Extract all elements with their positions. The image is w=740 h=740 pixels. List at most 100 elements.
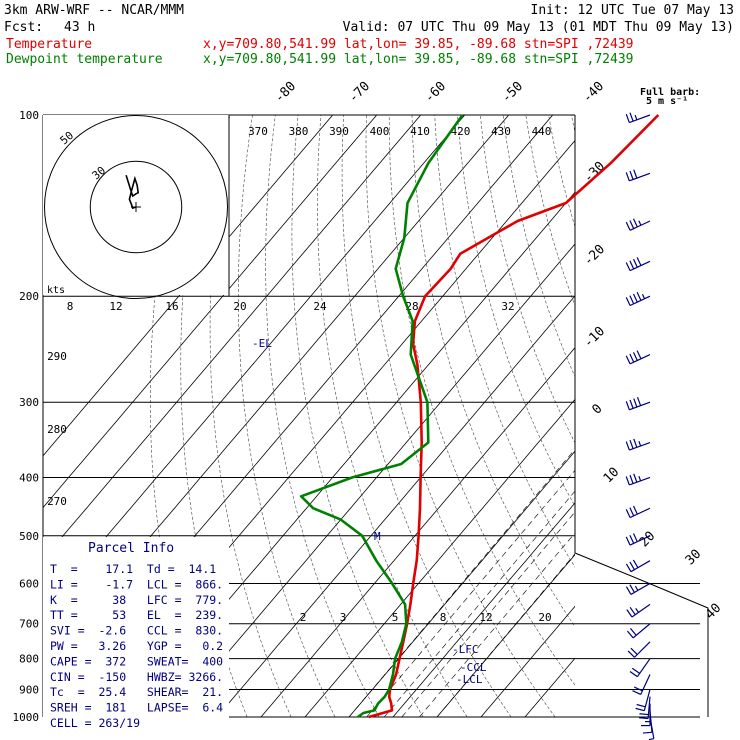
- wind-barb: [639, 696, 651, 720]
- wind-barb: [625, 396, 651, 411]
- hodograph-units: kts: [47, 285, 65, 296]
- wind-barb: [641, 703, 651, 727]
- pressure-tick-label: 500: [19, 530, 39, 543]
- wind-barbs: [625, 112, 655, 740]
- isotherm-label: 10: [601, 465, 623, 487]
- temperature-trace: [368, 114, 660, 719]
- isotherm-label: -10: [581, 324, 608, 351]
- parcel-info-row: T = 17.1 Td = 14.1: [50, 562, 216, 576]
- dry-adiabat-line: [365, 115, 556, 717]
- dewpoint-trace: [299, 114, 464, 719]
- mixing-ratio-label: 12: [109, 300, 122, 313]
- plot-right-border: [574, 115, 709, 717]
- parcel-info-row: Tc = 25.4 SHEAR= 21.: [50, 685, 223, 699]
- theta-label: 410: [410, 125, 430, 138]
- parcel-info-row: SVI = -2.6 CCL = 830.: [50, 624, 223, 638]
- dry-adiabat-line: [548, 115, 575, 228]
- pressure-tick-label: 1000: [13, 711, 40, 724]
- model-title: 3km ARW-WRF -- NCAR/MMM: [4, 3, 184, 18]
- parcel-level-marker: -LCL: [456, 673, 483, 686]
- barb-note-line1: Full barb:: [640, 87, 700, 98]
- wind-barb: [625, 505, 651, 519]
- isotherm-line: [524, 657, 575, 717]
- hodograph-trace: [125, 174, 140, 210]
- barb-note-line2: 5 m s⁻¹: [646, 96, 688, 107]
- wind-barb: [635, 689, 651, 712]
- wind-barb: [625, 473, 651, 486]
- fcst-label: Fcst:: [4, 20, 43, 35]
- isotherm-line: [436, 554, 575, 717]
- mixing-ratio-label: 24: [313, 300, 327, 313]
- dry-adiabat-line: [317, 115, 468, 717]
- dry-adiabat-line: [502, 115, 575, 378]
- isotherm-label: 20: [637, 529, 659, 551]
- theta-label: 280: [47, 423, 67, 436]
- wind-barb: [625, 112, 651, 124]
- dry-adiabat-line: [180, 115, 248, 717]
- wind-barb: [625, 438, 651, 451]
- pressure-tick-label: 700: [19, 618, 39, 631]
- theta-label: 370: [248, 125, 268, 138]
- pressure-tick-label: 600: [19, 577, 39, 590]
- dry-adiabat-line: [594, 115, 740, 717]
- mixing-ratio-label: 8: [67, 300, 74, 313]
- wind-barb: [625, 169, 651, 182]
- isotherm-label: -20: [581, 242, 608, 269]
- mixing-ratio-label: 32: [501, 300, 514, 313]
- legend-dewpoint-label: Dewpoint temperature: [6, 52, 163, 67]
- dry-adiabat-line: [434, 115, 575, 568]
- dry-adiabat-line: [291, 115, 424, 717]
- parcel-info-row: CAPE = 372 SWEAT= 400: [50, 654, 223, 668]
- dry-adiabat-line: [237, 115, 336, 717]
- mixing-ratio-label: 5: [392, 611, 399, 624]
- moist-adiabat-line: [436, 553, 575, 717]
- theta-label: 440: [532, 125, 552, 138]
- theta-label: 430: [491, 125, 511, 138]
- wind-barb: [626, 623, 651, 639]
- wind-barb: [625, 257, 651, 272]
- dry-adiabat-line: [265, 115, 380, 717]
- isotherm-label: -30: [581, 159, 608, 186]
- pressure-tick-label: 200: [19, 290, 39, 303]
- wind-barb: [627, 641, 651, 658]
- moist-adiabat-line: [383, 490, 575, 717]
- parcel-level-marker: M: [374, 530, 381, 543]
- pressure-tick-label: 300: [19, 396, 39, 409]
- pressure-tick-label: 900: [19, 683, 39, 696]
- parcel-info-rows: T = 17.1 Td = 14.1LI = -1.7 LCL = 866. K …: [50, 562, 223, 730]
- dry-adiabat-line: [388, 115, 575, 686]
- isotherm-line: [216, 295, 575, 717]
- pressure-tick-label: 800: [19, 653, 39, 666]
- isotherm-label: -40: [580, 79, 607, 106]
- wind-barb: [626, 603, 651, 618]
- parcel-info-row: TT = 53 EL = 239.: [50, 608, 223, 622]
- isotherm-label: 40: [703, 601, 725, 623]
- isotherm-line: [480, 605, 575, 717]
- dry-adiabat-line: [617, 115, 740, 717]
- isotherm-line: [260, 347, 575, 717]
- wind-barb: [625, 559, 651, 573]
- mixing-ratio-label: 16: [165, 300, 178, 313]
- isotherm-label: 0: [589, 401, 605, 417]
- theta-label: 380: [289, 125, 309, 138]
- dry-adiabat-line: [411, 115, 575, 628]
- mixing-ratio-label: 2: [300, 611, 307, 624]
- mixing-ratio-label: 20: [538, 611, 551, 624]
- parcel-level-marker: -EL: [252, 337, 272, 350]
- wind-barb: [625, 292, 651, 307]
- parcel-info-title: Parcel Info: [88, 541, 174, 556]
- isotherm-label: -50: [499, 79, 526, 106]
- isotherm-line: [43, 115, 378, 509]
- moist-adiabat-line: [348, 448, 575, 717]
- parcel-level-marker: -LFC: [452, 643, 479, 656]
- dry-adiabat-line: [663, 115, 740, 717]
- isotherm-line: [43, 115, 334, 457]
- isotherm-line: [304, 398, 575, 717]
- parcel-info-row: PW = 3.26 YGP = 0.2: [50, 639, 223, 653]
- mixing-ratio-label: 20: [233, 300, 246, 313]
- hodograph-ring: [44, 115, 228, 299]
- parcel-level-marker: -CCL: [460, 661, 487, 674]
